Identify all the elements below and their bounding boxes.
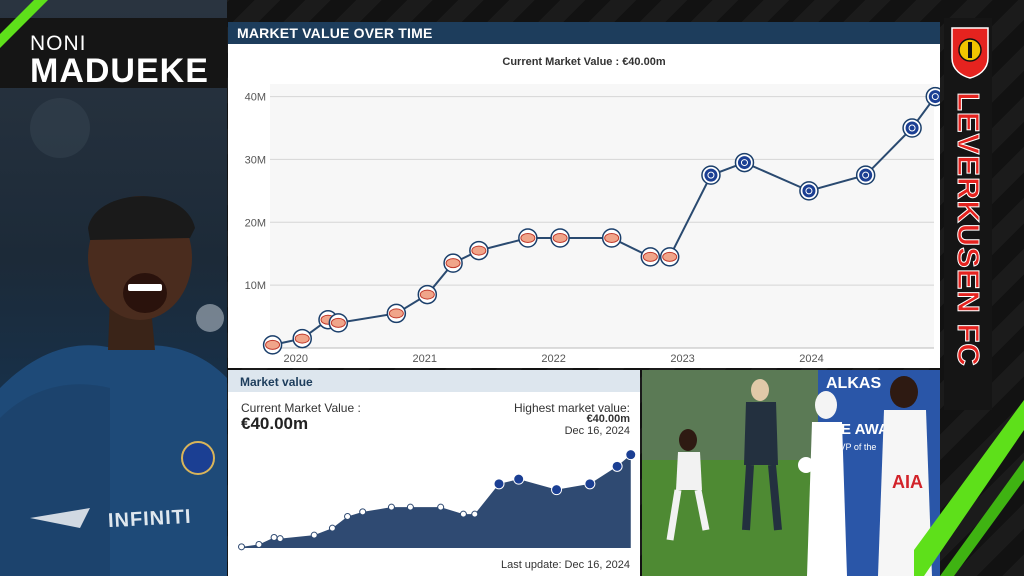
- banner-mid-text: IRE AWAD: [826, 421, 900, 438]
- x-tick-label: 2021: [412, 353, 436, 365]
- psv-marker: [601, 228, 622, 248]
- club-sidebar: [944, 18, 992, 410]
- chart-header: MARKET VALUE OVER TIME: [228, 22, 940, 44]
- y-tick-label: 20M: [245, 217, 266, 229]
- banner-sub-text: MVP of the: [832, 442, 876, 452]
- mini-area: [241, 454, 631, 548]
- club-crest-icon: [951, 27, 989, 79]
- name-band: [0, 18, 227, 88]
- last-update: Last update: Dec 16, 2024: [500, 559, 630, 571]
- x-tick-label: 2020: [284, 353, 308, 365]
- psv-marker: [262, 335, 283, 355]
- mini-point: [387, 503, 395, 511]
- mini-point: [255, 541, 263, 548]
- mini-area-chart: [238, 449, 637, 551]
- player-panel: INFINITI: [0, 0, 227, 576]
- player-first-name: NONI: [30, 32, 87, 55]
- current-value: €40.00m: [241, 414, 309, 433]
- current-value-label: Current Market Value :: [241, 401, 361, 415]
- club-name: LEVERKUSEN FC: [951, 92, 987, 368]
- x-tick-label: 2024: [799, 353, 823, 365]
- mini-point: [270, 534, 278, 541]
- mini-point: [437, 503, 445, 511]
- psv-marker: [292, 328, 312, 349]
- mini-point: [328, 524, 336, 532]
- mini-point: [406, 503, 414, 511]
- accent-top-left: [0, 0, 48, 48]
- chelsea-marker: [701, 165, 721, 185]
- chelsea-marker: [902, 118, 922, 138]
- mini-point: [584, 478, 596, 490]
- mini-point: [513, 473, 525, 485]
- chelsea-marker: [734, 152, 755, 173]
- player-last-name: MADUEKE: [30, 52, 209, 90]
- y-tick-label: 40M: [245, 92, 266, 104]
- shirt-sponsor-text: AIA: [892, 472, 923, 492]
- plot-area: [270, 84, 934, 348]
- psv-marker: [640, 247, 661, 267]
- market-value-summary-panel: Market value Current Market Value : €40.…: [228, 370, 640, 576]
- kit-sponsor-text: INFINITI: [107, 505, 193, 533]
- chelsea-marker: [925, 86, 940, 107]
- player-photo: [0, 98, 227, 576]
- mini-point: [276, 535, 284, 543]
- market-value-line-chart: 10M 20M 30M 40M 2020 2021 2022 2023 2024: [245, 84, 940, 365]
- mini-point: [359, 508, 367, 516]
- psv-marker: [443, 253, 463, 273]
- highest-value: €40.00m: [586, 413, 630, 425]
- market-value-chart-panel: MARKET VALUE OVER TIME Current Market Va…: [228, 22, 940, 368]
- psv-marker: [417, 284, 438, 305]
- y-tick-label: 10M: [245, 280, 266, 292]
- highest-value-date: Dec 16, 2024: [564, 425, 630, 437]
- match-photo-illustration: ALKAS IRE AWAD MVP of the AIA: [642, 370, 940, 576]
- x-tick-label: 2023: [670, 353, 694, 365]
- psv-marker: [550, 228, 570, 248]
- mini-point: [551, 484, 563, 496]
- accent-bottom-right: [914, 400, 1024, 576]
- chelsea-marker: [799, 181, 819, 201]
- mini-point: [459, 510, 467, 518]
- chart-header-title: MARKET VALUE OVER TIME: [237, 25, 433, 41]
- mini-point: [493, 478, 505, 490]
- x-tick-label: 2022: [541, 353, 565, 365]
- mini-point: [471, 510, 479, 518]
- psv-marker: [386, 303, 407, 324]
- summary-header: Market value: [228, 370, 640, 392]
- mini-point: [310, 531, 318, 539]
- match-photo: ALKAS IRE AWAD MVP of the AIA: [642, 370, 940, 576]
- y-tick-label: 30M: [245, 154, 266, 166]
- chelsea-marker: [855, 165, 876, 185]
- psv-marker: [518, 228, 538, 248]
- psv-marker: [469, 240, 489, 261]
- highest-value-label: Highest market value:: [513, 401, 630, 415]
- mini-point: [625, 449, 637, 461]
- psv-marker: [659, 247, 680, 267]
- mini-point: [238, 543, 246, 551]
- mini-point: [344, 513, 352, 520]
- summary-header-title: Market value: [240, 375, 313, 389]
- psv-marker: [328, 313, 349, 333]
- chart-subtitle: Current Market Value : €40.00m: [502, 56, 666, 68]
- mini-point: [611, 460, 623, 472]
- banner-text: ALKAS: [826, 375, 881, 392]
